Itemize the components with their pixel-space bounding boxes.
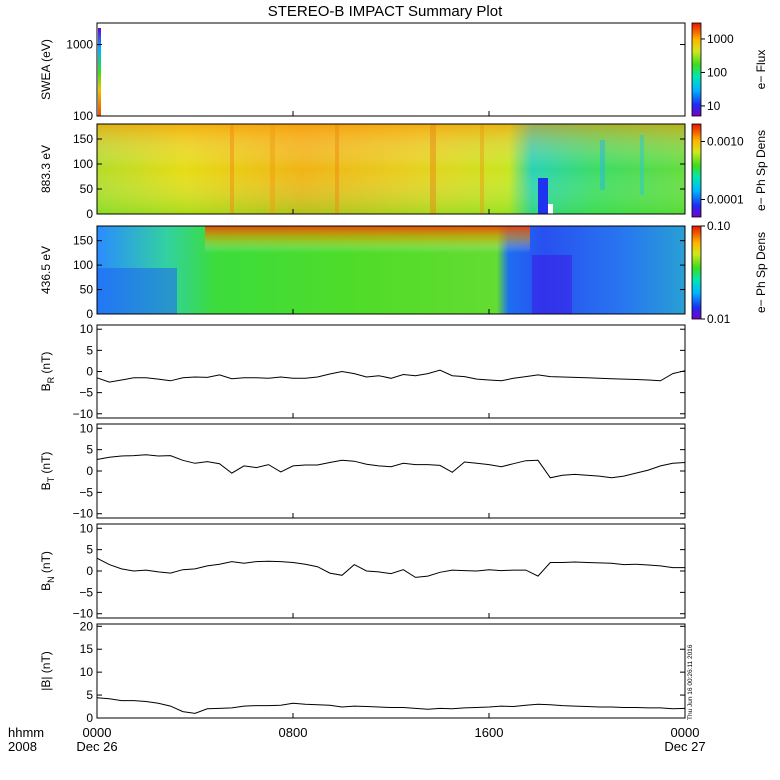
swea-ytick-label: 100 — [73, 109, 93, 123]
x-tick-date: Dec 26 — [76, 739, 117, 754]
pad_883-ytick-label: 150 — [73, 132, 93, 146]
pad-436-enhancement — [205, 226, 530, 271]
pad_883-cbar-tick-label: 0.0010 — [707, 134, 744, 148]
bmag-ylabel: |B| (nT) — [39, 651, 53, 691]
swea-cbar-tick-label: 100 — [707, 65, 727, 79]
br-ytick-label: 10 — [80, 322, 94, 336]
pad_436-ylabel: 436.5 eV — [39, 246, 53, 294]
pad_883-cbar-tick-label: 0.0001 — [707, 193, 744, 207]
bn-ytick-label: −5 — [79, 585, 93, 599]
bmag-ytick-label: 20 — [80, 619, 94, 633]
x-axis-row1-label: hhmm — [8, 725, 44, 740]
panel-pad-436 — [96, 225, 686, 315]
pad_436-ytick-label: 0 — [86, 307, 93, 321]
bt-series-line — [96, 454, 686, 479]
colorbar-swea — [691, 22, 702, 117]
swea-cbar-label: e− Flux — [754, 50, 768, 90]
pad_436-ytick-label: 150 — [73, 234, 93, 248]
br-ytick-label: 5 — [86, 343, 93, 357]
bn-ytick-label: 10 — [80, 521, 94, 535]
bmag-frame — [96, 623, 686, 719]
bmag-ytick-label: 5 — [86, 688, 93, 702]
pad-436-depletion — [532, 255, 572, 314]
swea-ylabel: SWEA (eV) — [39, 39, 53, 100]
x-tick-label: 0800 — [279, 725, 308, 740]
bn-ytick-label: 0 — [86, 564, 93, 578]
bmag-ytick-label: 0 — [86, 711, 93, 725]
pad_436-ytick-label: 50 — [80, 283, 94, 297]
pad_883-ytick-label: 0 — [86, 207, 93, 221]
pad_883-ytick-label: 100 — [73, 157, 93, 171]
swea-ytick-label: 1000 — [66, 38, 93, 52]
swea-cbar-tick-label: 10 — [707, 99, 721, 113]
bt-ytick-label: 10 — [80, 421, 94, 435]
bt-ytick-label: −10 — [73, 507, 94, 521]
panel-pad-883 — [96, 123, 686, 215]
swea-cbar-tick-label: 1000 — [707, 32, 734, 46]
pad_436-cbar-label: e− Ph Sp Dens — [754, 232, 768, 313]
bmag-ytick-label: 15 — [80, 642, 94, 656]
plot-title: STEREO-B IMPACT Summary Plot — [268, 3, 503, 20]
bn-ytick-label: −10 — [73, 607, 94, 621]
pad_436-cbar-tick-label: 0.01 — [707, 312, 731, 326]
pad_436-ytick-label: 100 — [73, 258, 93, 272]
bt-ytick-label: −5 — [79, 485, 93, 499]
x-tick-label: 1600 — [475, 725, 504, 740]
bn-series-line — [96, 557, 685, 578]
br-ylabel: BR (nT) — [39, 352, 56, 392]
pad_436-cbar-tick-label: 0.10 — [707, 219, 731, 233]
pad-883-streaks — [230, 124, 644, 214]
bn-frame — [96, 523, 686, 619]
bmag-ytick-label: 10 — [80, 665, 94, 679]
bt-frame — [96, 423, 686, 519]
pad-436-low-region — [97, 268, 177, 314]
x-axis-row2-label: 2008 — [8, 739, 37, 754]
x-tick-label: 0000 — [671, 725, 700, 740]
bn-ylabel: BN (nT) — [39, 551, 56, 591]
bt-ytick-label: 0 — [86, 464, 93, 478]
pad-883-low-feature — [538, 178, 548, 214]
br-ytick-label: 0 — [86, 365, 93, 379]
br-frame — [96, 324, 686, 419]
colorbar-pad-436 — [691, 225, 702, 320]
br-ytick-label: −10 — [73, 407, 94, 421]
swea-data-strip — [98, 28, 101, 116]
br-ytick-label: −5 — [79, 386, 93, 400]
br-series-line — [96, 369, 686, 383]
panel-swea — [96, 22, 686, 117]
pad_883-cbar-label: e− Ph Sp Dens — [754, 130, 768, 211]
x-tick-date: Dec 27 — [664, 739, 705, 754]
pad_883-ytick-label: 50 — [80, 182, 94, 196]
timestamp-note: Thu Jun 16 00:26:11 2016 — [687, 644, 694, 720]
bmag-series-line — [96, 697, 686, 714]
pad_883-ylabel: 883.3 eV — [39, 145, 53, 193]
pad-883-gap — [548, 204, 553, 214]
x-tick-label: 0000 — [83, 725, 112, 740]
colorbar-pad-883 — [691, 123, 702, 218]
bt-ylabel: BT (nT) — [39, 452, 56, 491]
bt-ytick-label: 5 — [86, 443, 93, 457]
line-panels-layer — [96, 324, 686, 719]
bn-ytick-label: 5 — [86, 543, 93, 557]
